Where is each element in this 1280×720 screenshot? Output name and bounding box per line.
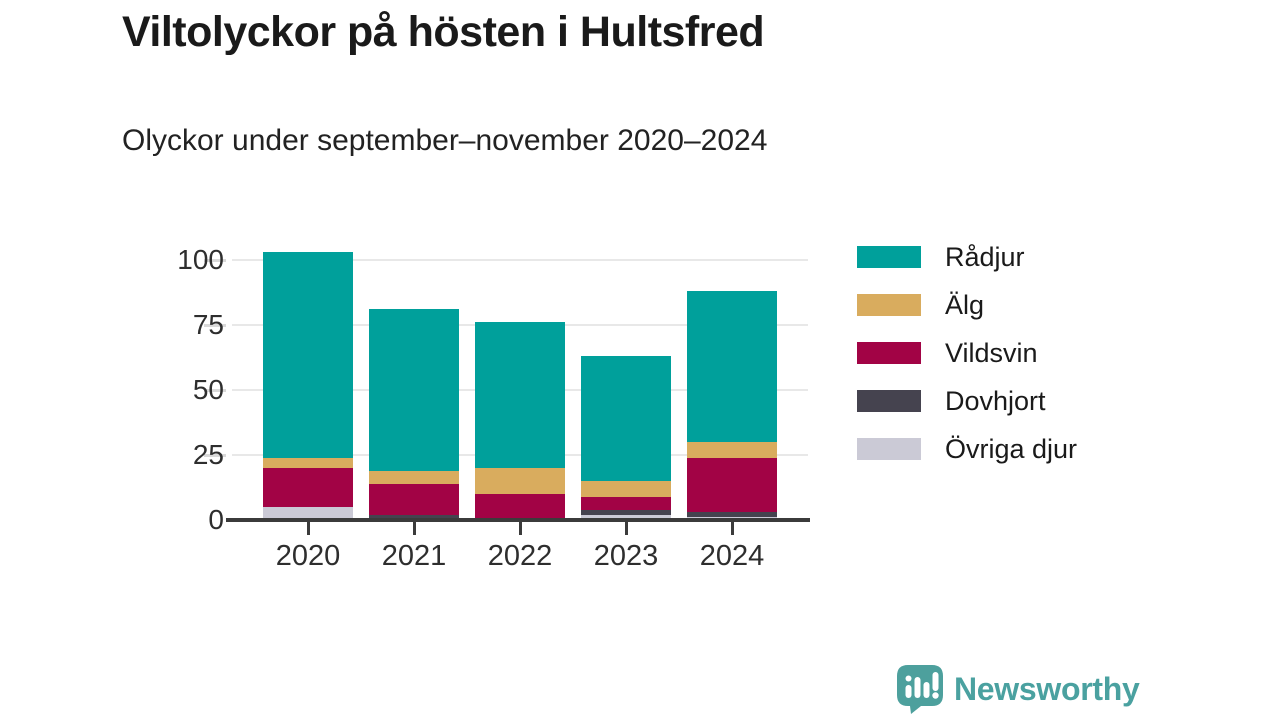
- bar-segment: [687, 457, 777, 513]
- bar-segment: [475, 322, 565, 468]
- y-tick-label: 100: [177, 244, 224, 275]
- legend-swatch: [857, 390, 921, 412]
- newsworthy-speech-bubble-chart-icon: [897, 665, 943, 714]
- y-tick-label: 0: [208, 504, 224, 535]
- legend-item: Övriga djur: [857, 434, 1077, 464]
- x-axis-tick: [730, 522, 734, 535]
- legend-item: Rådjur: [857, 242, 1077, 272]
- x-axis-tick: [624, 522, 628, 535]
- legend-label: Övriga djur: [945, 433, 1078, 464]
- y-tick-label: 25: [192, 439, 224, 470]
- bar-2021: [369, 309, 459, 520]
- legend-label: Rådjur: [945, 241, 1025, 272]
- legend-label: Dovhjort: [945, 385, 1046, 416]
- legend-item: Älg: [857, 290, 1077, 320]
- x-tick-label: 2023: [593, 540, 659, 572]
- legend-swatch: [857, 246, 921, 268]
- bar-segment: [263, 457, 353, 468]
- bar-segment: [581, 481, 671, 497]
- x-axis-tick: [518, 522, 522, 535]
- bar-segment: [581, 509, 671, 515]
- legend-swatch: [857, 438, 921, 460]
- bar-2024: [687, 291, 777, 520]
- brand-wordmark: Newsworthy: [954, 670, 1140, 707]
- x-axis-tick: [412, 522, 416, 535]
- chart-subtitle: Olyckor under september–november 2020–20…: [122, 124, 768, 157]
- bar-2022: [475, 322, 565, 520]
- legend-swatch: [857, 342, 921, 364]
- x-axis-tick: [306, 522, 310, 535]
- bar-segment: [475, 494, 565, 520]
- bar-segment: [687, 442, 777, 458]
- bar-segment: [581, 496, 671, 510]
- bar-2020: [263, 252, 353, 520]
- x-tick-label: 2021: [381, 540, 447, 572]
- x-tick-label: 2020: [275, 540, 341, 572]
- bar-segment: [687, 512, 777, 518]
- bar-segment: [369, 470, 459, 484]
- bar-segment: [369, 514, 459, 520]
- y-axis-tick: [204, 389, 226, 392]
- bar-segment: [263, 468, 353, 507]
- x-tick-label: 2024: [699, 540, 765, 572]
- x-tick-label: 2022: [487, 540, 553, 572]
- bar-segment: [369, 483, 459, 515]
- bar-segment: [263, 252, 353, 458]
- bar-segment: [369, 309, 459, 471]
- bar-segment: [263, 507, 353, 520]
- y-tick-label: 50: [192, 374, 224, 405]
- y-axis-tick: [204, 324, 226, 327]
- gridline: [232, 259, 808, 261]
- y-axis-tick: [204, 259, 226, 262]
- legend-label: Älg: [945, 289, 985, 320]
- x-axis-line: [226, 518, 810, 522]
- brand-footer: Newsworthy: [896, 664, 1140, 714]
- chart-legend: Rådjur Älg Vildsvin Dovhjort Övriga djur: [857, 242, 1077, 486]
- bar-segment: [475, 468, 565, 494]
- stacked-bar-chart: 0 25 50 75 100 2020 2021 2022 2023 2024: [177, 240, 810, 572]
- page-title: Viltolyckor på hösten i Hultsfred: [122, 8, 765, 56]
- bar-segment: [687, 291, 777, 442]
- y-axis-tick: [204, 454, 226, 457]
- bar-segment: [581, 514, 671, 520]
- legend-label: Vildsvin: [945, 337, 1038, 368]
- legend-swatch: [857, 294, 921, 316]
- y-tick-label: 75: [192, 309, 224, 340]
- legend-item: Vildsvin: [857, 338, 1077, 368]
- legend-item: Dovhjort: [857, 386, 1077, 416]
- bar-segment: [581, 356, 671, 481]
- bar-2023: [581, 356, 671, 520]
